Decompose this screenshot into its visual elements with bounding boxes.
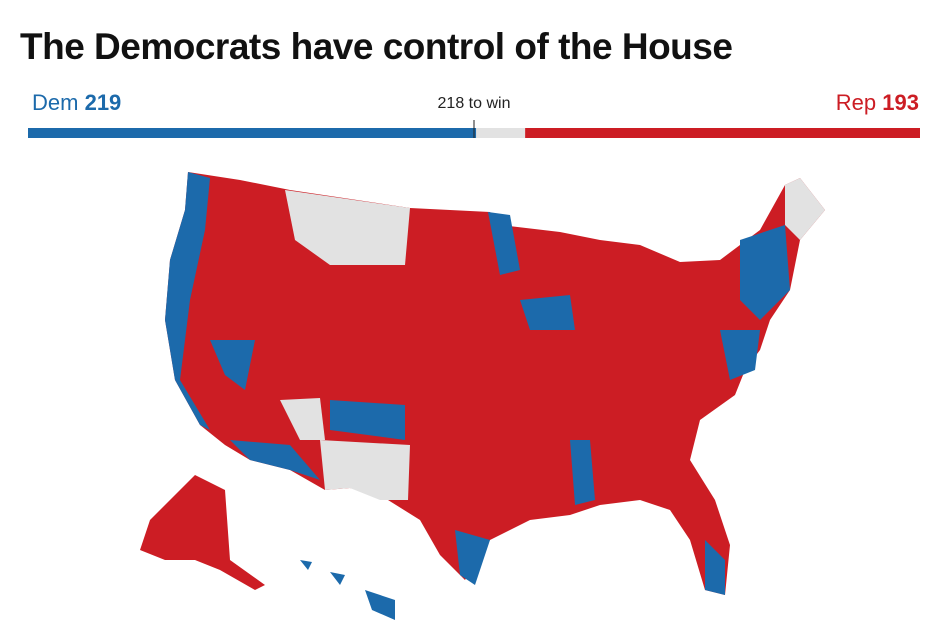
blue-region	[740, 225, 790, 320]
rep-label: Rep 193	[836, 90, 919, 116]
dem-name: Dem	[32, 90, 79, 115]
dem-label: Dem 219	[32, 90, 121, 116]
blue-region	[570, 440, 595, 505]
blue-region	[520, 295, 575, 330]
blue-region	[488, 212, 520, 275]
gray-region	[280, 398, 325, 440]
blue-region	[705, 540, 725, 595]
alaska	[140, 475, 265, 590]
gray-region	[285, 190, 410, 265]
dem-seats: 219	[84, 90, 122, 115]
gray-region	[785, 178, 825, 240]
blue-region	[330, 400, 405, 440]
blue-region	[165, 172, 210, 430]
title: The Democrats have control of the House	[20, 26, 733, 67]
majority-label: 218 to win	[437, 95, 511, 112]
gray-region	[320, 440, 410, 500]
rep-name: Rep	[835, 90, 877, 115]
blue-region	[455, 530, 490, 585]
map	[140, 172, 825, 620]
blue-region	[230, 440, 320, 480]
hawaii	[300, 560, 395, 620]
blue-region	[210, 340, 255, 390]
blue-region	[720, 330, 760, 380]
rep-bar	[525, 128, 920, 138]
dem-bar	[28, 128, 477, 138]
rep-seats: 193	[882, 90, 919, 115]
